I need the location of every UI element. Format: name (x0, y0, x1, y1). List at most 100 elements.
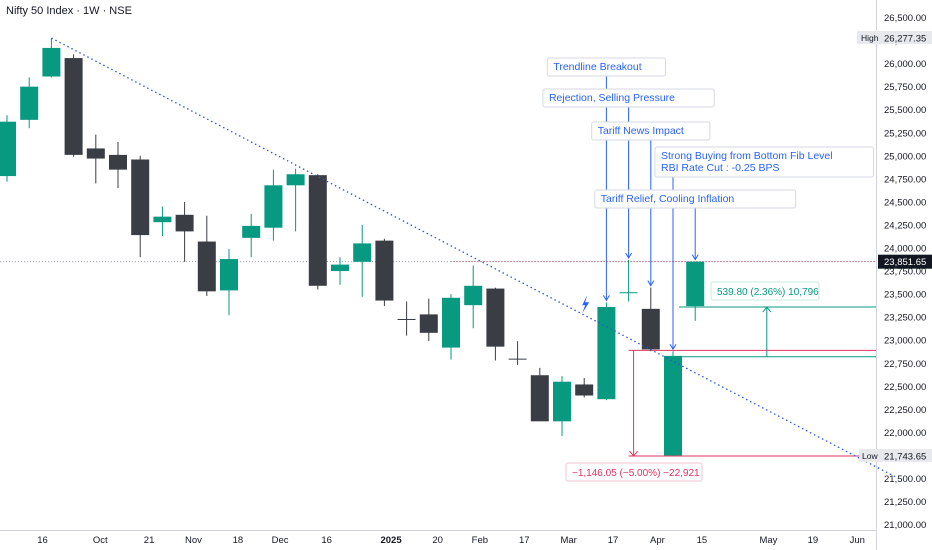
annotation-arrow (625, 252, 633, 259)
candle (508, 341, 527, 366)
lightning-icon (582, 295, 590, 314)
candle-body (464, 285, 483, 306)
annotation-box (542, 88, 715, 108)
y-tick-label: 25,750.00 (884, 82, 926, 93)
low-price-bg (878, 449, 932, 463)
high-tag: High (861, 33, 879, 43)
y-tick-label: 26,000.00 (884, 59, 926, 70)
x-tick-label: 21 (144, 535, 155, 546)
loss-arrow-head (629, 450, 638, 457)
chart-title: Nifty 50 Index · 1W · NSE (6, 5, 132, 17)
loss-label-box (565, 462, 703, 482)
candle-body (508, 358, 527, 360)
y-tick-label: 22,500.00 (884, 382, 926, 393)
x-tick-label: 17 (519, 535, 530, 546)
candle (86, 134, 105, 184)
gain-label-text: 539.80 (2.36%) 10,796 (717, 287, 819, 298)
candle (20, 77, 39, 129)
y-tick-label: 23,750.00 (884, 267, 926, 278)
candle (64, 54, 83, 157)
annotation-box (546, 57, 666, 77)
candle-body (486, 288, 505, 347)
candle (486, 287, 505, 361)
x-tick-label: May (759, 535, 777, 546)
candle-body (197, 241, 216, 292)
last-price-bg (878, 254, 932, 269)
y-tick-label: 21,500.00 (884, 474, 926, 485)
y-tick-label: 24,250.00 (884, 220, 926, 231)
candle (220, 248, 238, 316)
candle-body (353, 243, 372, 262)
high-price-bg (878, 31, 932, 45)
candle (553, 376, 571, 437)
y-tick-label: 24,500.00 (884, 197, 926, 208)
y-tick-label: 25,000.00 (884, 151, 926, 162)
annotation-box (594, 189, 797, 209)
candle-body (286, 174, 305, 186)
candle (575, 378, 594, 398)
y-tick-label: 25,500.00 (884, 105, 926, 116)
y-tick-label: 21,000.00 (884, 520, 926, 531)
loss-measure-label: −1,146.05 (−5.00%) −22,921 (565, 462, 703, 482)
annotation-box (591, 121, 711, 141)
candle-body (331, 264, 349, 272)
x-tick-label: Oct (93, 535, 108, 546)
candle-body (0, 121, 16, 177)
candle (375, 238, 394, 307)
candle-body (153, 216, 172, 223)
y-tick-label: 25,250.00 (884, 128, 926, 139)
candle-body (641, 308, 660, 350)
candle (308, 174, 327, 290)
annotation-text: RBI Rate Cut : -0.25 BPS (661, 162, 779, 174)
y-tick-label: 24,750.00 (884, 174, 926, 185)
annotation-arrow (669, 344, 677, 351)
y-tick-label: 24,000.00 (884, 244, 926, 255)
candle-body (175, 214, 194, 232)
candle (397, 301, 416, 336)
candle-body (242, 225, 261, 238)
x-tick-label: 2025 (380, 535, 402, 546)
y-tick-label: 22,250.00 (884, 405, 926, 416)
x-tick-label: 17 (608, 535, 619, 546)
annotation-text: Strong Buying from Bottom Fib Level (661, 150, 833, 162)
annotation-note: Tariff Relief, Cooling Inflation (594, 189, 797, 209)
y-tick-label: 23,000.00 (884, 336, 926, 347)
annotation-arrow (647, 280, 655, 287)
x-tick-label: 18 (233, 535, 244, 546)
annotation-text: Rejection, Selling Pressure (549, 92, 675, 104)
candle (331, 257, 349, 285)
candle (353, 224, 372, 297)
candle-body (64, 58, 83, 155)
candle (42, 38, 61, 78)
candle-body (42, 47, 61, 77)
candle (264, 169, 283, 241)
candle (419, 298, 438, 342)
candle (664, 351, 682, 457)
x-tick-label: Dec (272, 535, 289, 546)
candle-body (375, 240, 394, 301)
low-tag: Low (862, 451, 878, 461)
candle (175, 201, 194, 262)
x-tick-label: 19 (808, 535, 819, 546)
x-tick-label: Nov (185, 535, 202, 546)
annotation-note: Rejection, Selling Pressure (542, 88, 715, 108)
x-tick-label: 16 (321, 535, 332, 546)
annotation-text: Trendline Breakout (553, 61, 641, 73)
annotation-arrow (691, 254, 699, 261)
candle-body (109, 154, 127, 170)
candle (242, 213, 261, 258)
low-price-label: 21,743.65 (884, 452, 926, 463)
x-tick-label: Apr (650, 535, 665, 546)
candle-body (131, 159, 150, 236)
annotation-note: Trendline Breakout (546, 57, 666, 77)
x-tick-label: 20 (432, 535, 443, 546)
candle-body (86, 148, 105, 159)
x-tick-label: Jun (850, 535, 865, 546)
last-price-label: 23,851.65 (884, 257, 926, 268)
candle-body (308, 175, 327, 286)
candle (153, 206, 172, 237)
y-tick-label: 23,250.00 (884, 313, 926, 324)
y-tick-label: 23,500.00 (884, 290, 926, 301)
candle (286, 168, 305, 232)
